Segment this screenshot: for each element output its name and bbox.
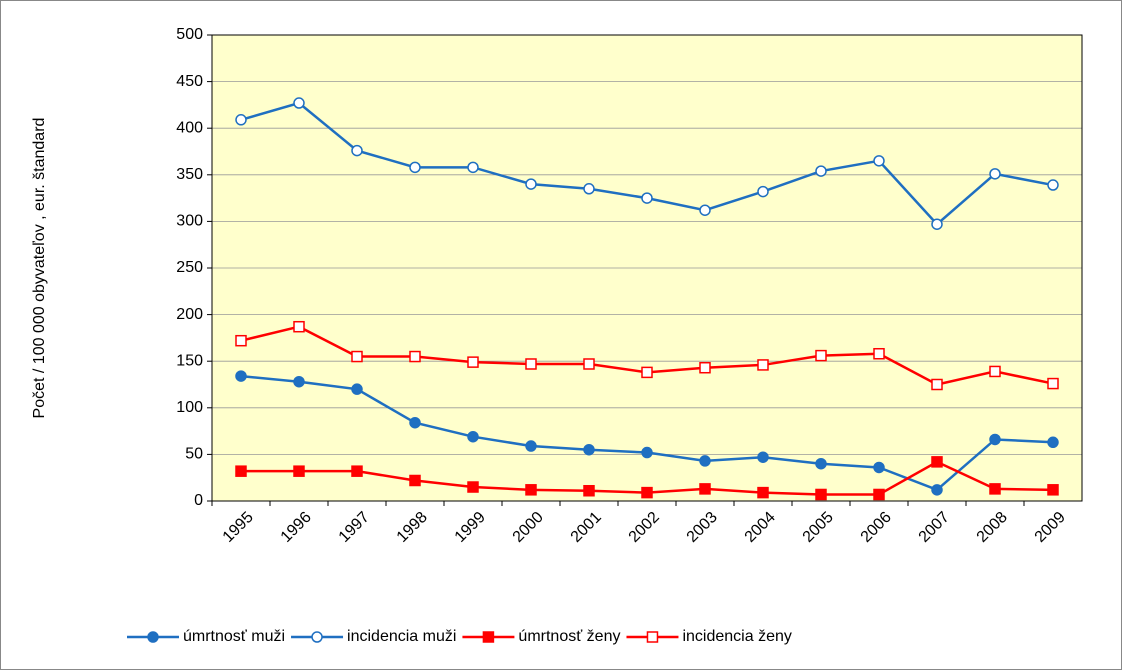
data-point (235, 334, 247, 347)
data-point (931, 484, 943, 496)
data-point (699, 455, 711, 467)
y-tick-label: 300 (176, 213, 203, 230)
data-point (525, 440, 537, 452)
data-point (873, 488, 885, 501)
data-point (525, 178, 537, 190)
legend-marker (147, 631, 159, 643)
legend-label: úmrtnosť muži (183, 628, 285, 645)
data-point (757, 486, 769, 499)
y-tick-label: 0 (194, 492, 203, 509)
data-point (293, 465, 305, 477)
data-point (467, 356, 479, 368)
y-axis-label: Počet / 100 000 obyvateľov , eur. štanda… (31, 118, 48, 419)
legend-marker (482, 631, 495, 643)
data-point (641, 366, 653, 379)
data-point (525, 358, 537, 370)
legend-label: incidencia muži (347, 628, 456, 645)
data-point (583, 443, 595, 456)
data-point (699, 483, 711, 495)
data-point (351, 383, 363, 395)
data-point (757, 451, 769, 463)
plot-border (211, 34, 1083, 502)
data-point (641, 446, 653, 459)
data-point (1047, 436, 1059, 449)
y-tick-label: 400 (176, 119, 203, 136)
data-point (873, 347, 885, 360)
data-point (641, 192, 653, 204)
data-point (293, 97, 305, 109)
data-point (931, 456, 943, 468)
data-point (351, 350, 363, 363)
legend-marker (646, 631, 659, 643)
data-point (815, 488, 827, 501)
data-point (351, 144, 363, 157)
data-point (235, 114, 247, 126)
legend-label: úmrtnosť ženy (518, 628, 620, 645)
data-point (989, 433, 1001, 446)
data-point (641, 486, 653, 499)
y-tick-label: 200 (176, 306, 203, 323)
legend-marker (311, 631, 323, 643)
data-point (293, 320, 305, 333)
data-point (1047, 377, 1059, 390)
data-point (1047, 179, 1059, 191)
data-point (583, 183, 595, 195)
data-point (525, 484, 537, 496)
data-point (989, 168, 1001, 180)
data-point (873, 461, 885, 474)
data-point (235, 465, 247, 477)
data-point (815, 165, 827, 177)
data-point (699, 361, 711, 374)
data-point (467, 161, 479, 174)
data-point (873, 155, 885, 167)
y-tick-label: 250 (176, 259, 203, 276)
data-point (293, 375, 305, 388)
data-point (757, 359, 769, 371)
data-point (583, 484, 595, 497)
data-point (409, 474, 421, 487)
data-point (931, 218, 943, 230)
y-tick-label: 450 (176, 73, 203, 90)
data-point (815, 457, 827, 470)
y-tick-label: 350 (176, 166, 203, 183)
data-point (815, 349, 827, 362)
y-tick-label: 50 (185, 446, 203, 463)
data-point (931, 378, 943, 391)
data-point (989, 483, 1001, 495)
y-tick-label: 500 (176, 26, 203, 43)
data-point (1047, 484, 1059, 496)
data-point (351, 465, 363, 477)
data-point (467, 481, 479, 493)
data-point (409, 350, 421, 363)
data-point (699, 204, 711, 216)
data-point (409, 416, 421, 429)
data-point (409, 161, 421, 174)
data-point (989, 365, 1001, 378)
data-point (757, 185, 769, 198)
legend-label: incidencia ženy (682, 628, 791, 645)
data-point (235, 370, 247, 382)
data-point (467, 430, 479, 443)
y-tick-label: 150 (176, 352, 203, 369)
data-point (583, 358, 595, 370)
y-tick-label: 100 (176, 399, 203, 416)
